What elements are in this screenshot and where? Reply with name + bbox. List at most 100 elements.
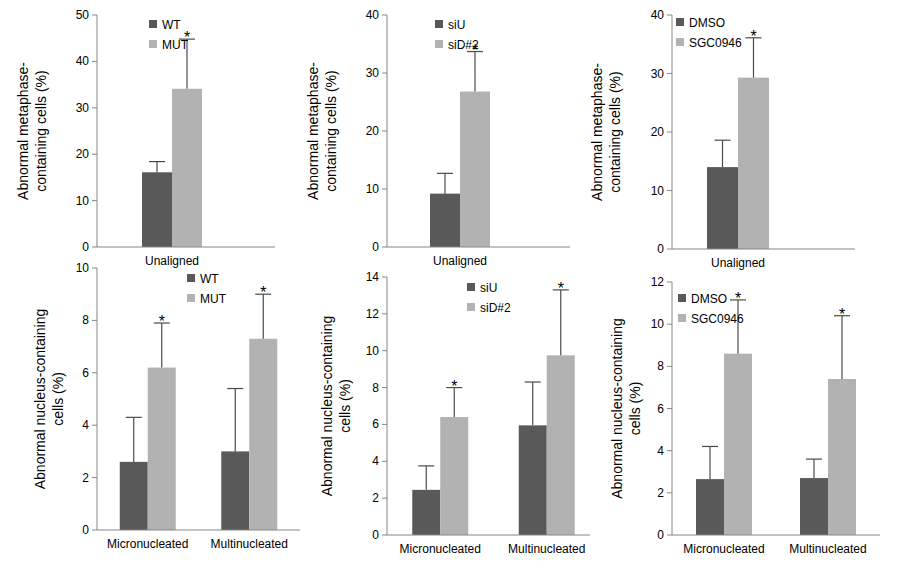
- error-stem: [709, 446, 710, 479]
- error-bar: [730, 300, 746, 354]
- y-tick: [382, 461, 387, 462]
- legend-item: SGC0946: [676, 36, 742, 50]
- x-axis: [387, 535, 590, 536]
- y-tick: [667, 132, 672, 133]
- y-tick-label: 30: [651, 67, 665, 81]
- y-tick-label: 2: [82, 471, 89, 485]
- bars: [696, 300, 856, 535]
- bar: [724, 354, 752, 535]
- error-stem: [444, 173, 445, 193]
- error-bar: [715, 140, 731, 167]
- y-tick: [92, 154, 97, 155]
- y-tick: [382, 15, 387, 16]
- legend-item: WT: [187, 272, 219, 286]
- error-bar: [227, 389, 243, 452]
- y-tick-label: 10: [366, 344, 380, 358]
- significance: *: [260, 284, 266, 301]
- x-axis: [97, 530, 300, 531]
- error-stem: [532, 382, 533, 425]
- error-bar: [437, 173, 453, 193]
- y-axis-label: Abnormal metaphase-: [589, 63, 605, 201]
- bar: [172, 89, 202, 247]
- y-tick: [382, 387, 387, 388]
- error-cap: [149, 161, 165, 162]
- legend-item: MUT: [149, 38, 189, 52]
- bar: [412, 490, 440, 535]
- x-tick-label: Unaligned: [711, 256, 765, 270]
- y-axis-label: Abnormal nucleus-containing: [609, 318, 625, 499]
- x-axis: [97, 247, 275, 248]
- error-stem: [841, 316, 842, 379]
- y-tick-label: 4: [82, 418, 89, 432]
- x-tick-label: Micronucleated: [683, 542, 764, 556]
- error-stem: [737, 300, 738, 354]
- error-bar: [834, 316, 850, 379]
- y-tick-label: 40: [651, 8, 665, 22]
- y-tick-label: 20: [651, 125, 665, 139]
- bar: [519, 425, 547, 535]
- y-tick: [382, 424, 387, 425]
- y-tick: [92, 15, 97, 16]
- error-cap: [715, 140, 731, 141]
- x-tick-label: Unaligned: [145, 254, 199, 268]
- error-bar: [126, 417, 142, 462]
- y-tick-label: 0: [657, 528, 664, 542]
- error-bar: [806, 459, 822, 478]
- y-tick: [382, 535, 387, 536]
- significance: *: [159, 313, 165, 330]
- y-tick: [92, 247, 97, 248]
- legend-item: MUT: [187, 292, 227, 306]
- bar: [120, 462, 148, 530]
- y-tick-label: 12: [651, 275, 665, 289]
- y-tick: [92, 268, 97, 269]
- bar: [142, 172, 172, 247]
- legend-swatch: [676, 18, 684, 26]
- legend-label: DMSO: [689, 16, 725, 30]
- y-tick: [382, 131, 387, 132]
- y-tick-label: 12: [366, 307, 380, 321]
- y-tick-label: 20: [76, 147, 90, 161]
- legend-swatch: [467, 283, 475, 291]
- y-tick-label: 10: [76, 261, 90, 275]
- significance: *: [735, 290, 741, 307]
- y-axis-label: containing cells (%): [607, 71, 623, 192]
- y-axis-label: containing cells (%): [323, 70, 339, 191]
- x-tick-label: Multinucleated: [508, 542, 585, 556]
- legend-label: DMSO: [691, 292, 727, 306]
- y-tick: [92, 200, 97, 201]
- y-tick-label: 0: [657, 242, 664, 256]
- y-tick-label: 14: [366, 270, 380, 284]
- y-tick-label: 20: [366, 124, 380, 138]
- x-tick-label: Micronucleated: [107, 537, 188, 551]
- error-bar: [149, 162, 165, 173]
- panel: *010203040UnalignedAbnormal metaphase-co…: [589, 8, 855, 270]
- panel: *01020304050UnalignedAbnormal metaphase-…: [15, 8, 275, 268]
- y-tick: [667, 15, 672, 16]
- y-tick: [382, 189, 387, 190]
- panel: **02468101214MicronucleatedMultinucleate…: [319, 270, 590, 556]
- y-tick: [382, 277, 387, 278]
- y-tick: [382, 73, 387, 74]
- error-stem: [560, 290, 561, 355]
- legend-label: siU: [448, 18, 465, 32]
- y-axis-label: cells (%): [337, 379, 353, 433]
- y-tick-label: 0: [82, 523, 89, 537]
- legend-swatch: [467, 303, 475, 311]
- significance: *: [558, 280, 564, 297]
- error-cap: [418, 465, 434, 466]
- legend-swatch: [676, 38, 684, 46]
- y-tick: [667, 492, 672, 493]
- x-axis: [672, 535, 880, 536]
- legend-label: WT: [200, 272, 219, 286]
- error-bar: [553, 290, 569, 355]
- significance: *: [451, 378, 457, 395]
- legend-label: MUT: [162, 38, 189, 52]
- legend-label: SGC0946: [691, 312, 744, 326]
- y-tick: [667, 366, 672, 367]
- error-cap: [702, 446, 718, 447]
- y-tick-label: 10: [651, 317, 665, 331]
- significance: *: [839, 306, 845, 323]
- error-stem: [133, 417, 134, 462]
- y-tick: [92, 61, 97, 62]
- y-axis-label: containing cells (%): [33, 70, 49, 191]
